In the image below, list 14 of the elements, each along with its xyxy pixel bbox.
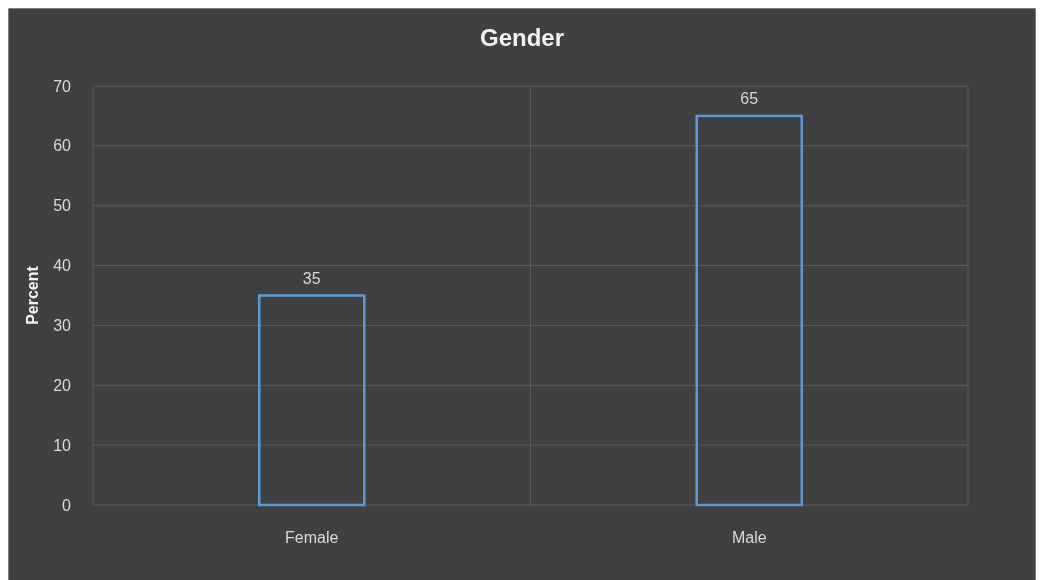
y-tick-label: 70 — [53, 77, 72, 95]
y-axis-title: Percent — [24, 265, 41, 325]
y-tick-label: 10 — [53, 436, 72, 454]
chart-title: Gender — [479, 24, 565, 51]
x-tick-label: Male — [731, 529, 767, 546]
y-tick-label: 20 — [53, 376, 72, 394]
data-label: 65 — [740, 89, 759, 107]
y-tick-label: 30 — [53, 317, 72, 335]
y-tick-label: 40 — [53, 257, 72, 275]
y-tick-label: 60 — [53, 137, 72, 155]
data-label: 35 — [302, 269, 321, 287]
y-tick-label: 0 — [62, 496, 72, 514]
x-tick-label: Female — [285, 529, 339, 546]
y-tick-label: 50 — [53, 197, 72, 215]
